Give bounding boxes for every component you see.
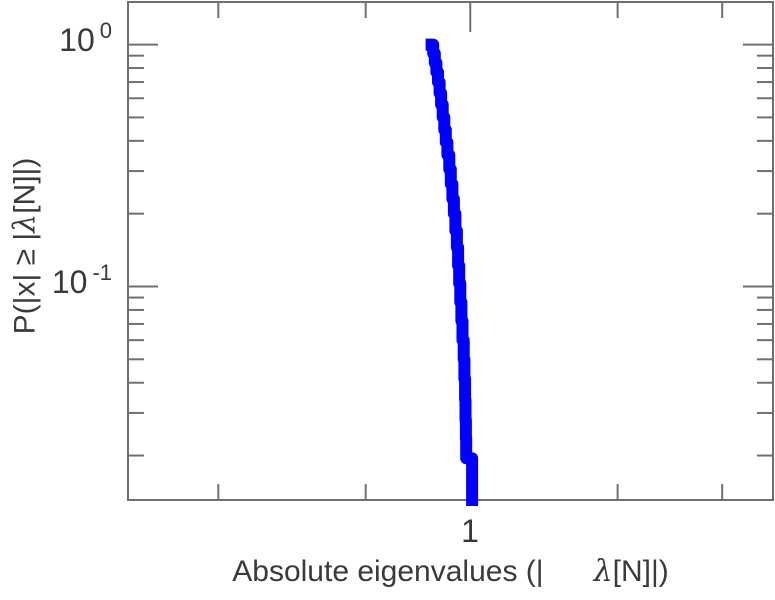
lambda-symbol: λ xyxy=(593,554,613,589)
y-tick-exponent: -1 xyxy=(92,260,112,285)
x-axis-label-suffix: [N]|) xyxy=(612,555,669,588)
x-axis-label: Absolute eigenvalues (| λ[N]|) xyxy=(128,554,773,589)
plot-border xyxy=(127,1,774,501)
lambda-symbol: λ xyxy=(7,213,43,233)
y-tick-base: 10 xyxy=(51,264,88,300)
y-tick-label-1e-1: 10 -1 xyxy=(30,260,112,306)
y-tick-base: 10 xyxy=(59,22,95,58)
y-axis-label-suffix: [N]|) xyxy=(8,157,42,214)
y-tick-exponent: 0 xyxy=(99,18,112,43)
y-axis-label: P(|x| ≥ |λ[N]|) xyxy=(8,158,43,335)
y-tick-label-1e0: 10 0 xyxy=(30,18,112,64)
ccdf-curve xyxy=(425,38,479,506)
x-tick-label-1: 1 xyxy=(461,513,479,549)
x-axis-label-text: Absolute eigenvalues (| xyxy=(232,555,594,588)
y-axis-label-text: P(|x| ≥ | xyxy=(8,232,42,335)
